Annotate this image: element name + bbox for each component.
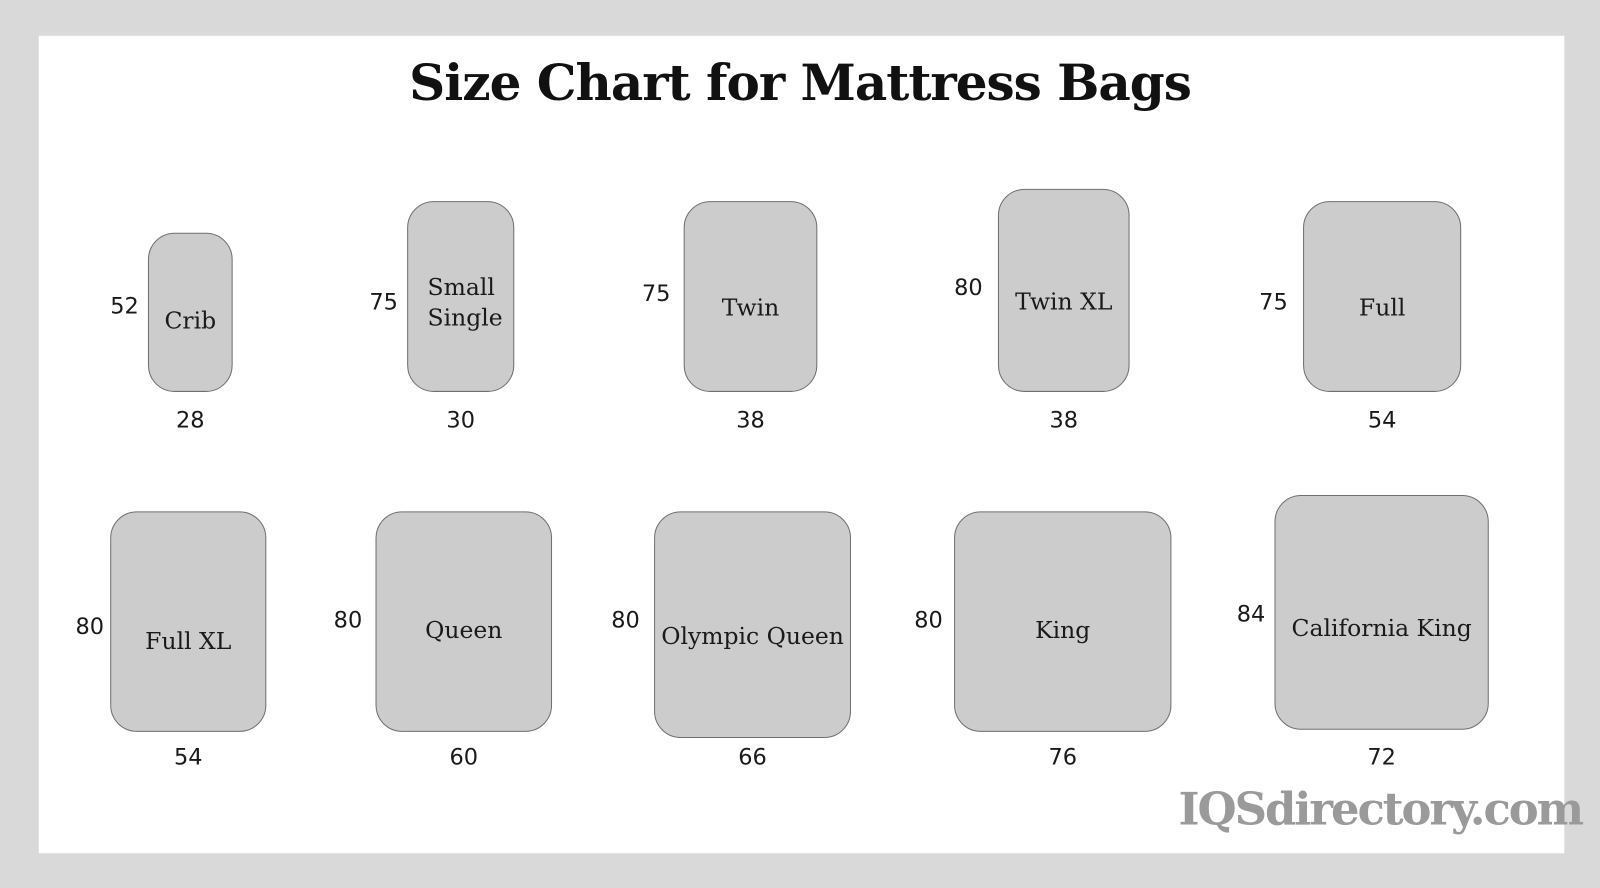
bag-width: 60 bbox=[449, 745, 479, 771]
bag-shape bbox=[375, 511, 553, 732]
bag-width: 72 bbox=[1367, 745, 1396, 771]
bag-length: 75 bbox=[369, 289, 398, 316]
bag-width: 54 bbox=[173, 745, 203, 771]
bag-shape bbox=[954, 511, 1172, 732]
bag-length: 75 bbox=[1259, 289, 1288, 316]
iqsdirectory-logo: IQSdirectory.com bbox=[1178, 783, 1585, 836]
bag-shape bbox=[654, 511, 852, 738]
bag-length: 80 bbox=[914, 608, 943, 634]
bag-length: 80 bbox=[333, 608, 363, 634]
bag-shape bbox=[1274, 495, 1489, 730]
bag-name: Small Single bbox=[427, 274, 503, 332]
bag-shape bbox=[683, 201, 818, 392]
bag-name: King bbox=[1035, 617, 1091, 645]
bag-width: 66 bbox=[738, 745, 767, 771]
bag-width: 38 bbox=[1049, 408, 1079, 434]
bag-shape bbox=[997, 188, 1130, 392]
bag-name: California King bbox=[1291, 615, 1472, 643]
bag-width: 38 bbox=[736, 408, 765, 434]
bag-name: Full bbox=[1358, 294, 1406, 322]
bag-name: Twin XL bbox=[1015, 288, 1113, 316]
bag-shape bbox=[147, 232, 233, 392]
bag-name: Twin bbox=[721, 294, 780, 322]
bag-shape bbox=[110, 511, 267, 732]
bag-length: 80 bbox=[611, 608, 640, 634]
bag-name: Full XL bbox=[145, 628, 232, 656]
bag-length: 80 bbox=[954, 275, 983, 302]
bag-width: 30 bbox=[446, 408, 475, 434]
bag-width: 76 bbox=[1048, 745, 1078, 771]
bag-name: Crib bbox=[164, 308, 217, 335]
bag-width: 28 bbox=[176, 408, 205, 434]
bag-shape bbox=[407, 201, 515, 392]
bag-name: Queen bbox=[425, 617, 503, 645]
bag-width: 54 bbox=[1367, 408, 1397, 434]
bag-length: 75 bbox=[641, 281, 671, 308]
bag-length: 84 bbox=[1236, 602, 1266, 628]
bag-name: Olympic Queen bbox=[661, 623, 844, 651]
bag-shape bbox=[1303, 201, 1462, 392]
bag-length: 80 bbox=[75, 614, 105, 640]
chart-title: Size Chart for Mattress Bags bbox=[409, 53, 1192, 113]
bag-length: 52 bbox=[110, 293, 139, 320]
